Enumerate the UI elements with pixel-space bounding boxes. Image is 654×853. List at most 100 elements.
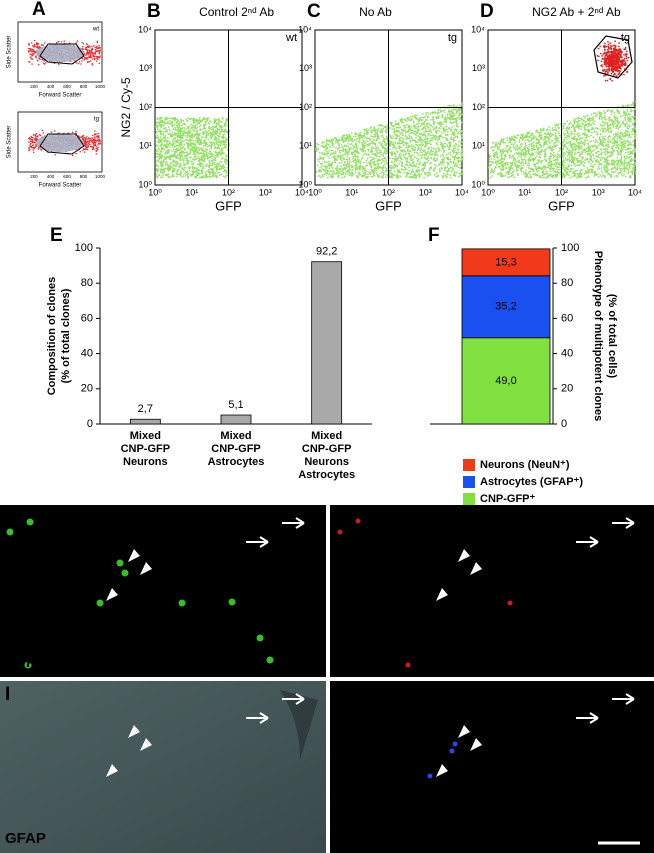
event: [83, 148, 85, 150]
event: [86, 58, 88, 60]
event: [164, 145, 167, 148]
event: [191, 148, 193, 150]
event: [184, 149, 186, 151]
event: [204, 148, 207, 150]
event: [431, 139, 433, 142]
event: [411, 171, 413, 174]
event: [432, 150, 435, 153]
event: [178, 158, 181, 160]
event: [186, 145, 189, 148]
event: [432, 111, 435, 114]
event: [436, 144, 439, 146]
event: [186, 126, 189, 128]
event: [201, 172, 203, 174]
event: [324, 170, 326, 173]
event: [224, 129, 227, 131]
event: [344, 172, 347, 174]
event: [461, 134, 463, 136]
event: [397, 124, 400, 126]
event: [188, 167, 191, 170]
event: [572, 126, 575, 128]
event: [342, 147, 344, 150]
event-core: [36, 44, 84, 62]
event: [410, 150, 412, 153]
event: [346, 152, 348, 154]
event: [85, 137, 87, 140]
event: [43, 60, 45, 62]
event: [196, 129, 198, 131]
event: [561, 162, 564, 165]
event: [156, 118, 158, 120]
event: [378, 166, 381, 168]
event: [167, 173, 170, 176]
event: [190, 126, 193, 129]
event: [607, 141, 610, 143]
sample-tag: wt: [92, 27, 99, 33]
event: [396, 173, 398, 175]
event: [413, 130, 416, 133]
event: [367, 173, 369, 176]
event: [216, 125, 218, 127]
event: [369, 164, 372, 166]
micrograph-g: [0, 505, 326, 677]
event: [450, 136, 452, 139]
event: [207, 122, 210, 124]
event: [165, 144, 167, 147]
event: [184, 157, 186, 160]
event: [87, 61, 89, 64]
event: [342, 140, 344, 142]
event: [623, 159, 626, 162]
event: [375, 139, 378, 141]
event: [161, 156, 163, 158]
event: [163, 159, 165, 161]
event: [372, 129, 374, 132]
event: [91, 48, 94, 51]
event: [610, 160, 613, 162]
event: [220, 173, 223, 176]
event: [162, 169, 165, 171]
event: [166, 117, 169, 120]
event: [396, 151, 399, 153]
event: [214, 150, 217, 153]
event: [196, 174, 199, 177]
event: [196, 150, 198, 153]
event: [213, 126, 216, 128]
event: [194, 126, 196, 128]
event: [451, 117, 454, 119]
event: [419, 141, 422, 143]
event: [348, 133, 351, 136]
event: [410, 176, 412, 178]
event: [365, 137, 368, 139]
event: [397, 164, 399, 167]
event: [544, 155, 546, 158]
event: [328, 143, 330, 146]
event: [338, 143, 340, 145]
event: [349, 143, 352, 146]
event: [389, 141, 392, 143]
event: [450, 176, 452, 179]
event: [460, 153, 462, 155]
event: [400, 149, 403, 152]
event: [164, 140, 167, 142]
event: [414, 151, 416, 154]
event: [211, 172, 214, 174]
event: [186, 142, 188, 144]
event: [80, 136, 82, 138]
event: [91, 63, 93, 65]
event: [348, 166, 351, 168]
event: [332, 145, 335, 148]
event: [197, 152, 199, 154]
event: [315, 150, 318, 152]
event: [547, 164, 550, 167]
event: [329, 140, 331, 142]
event: [598, 112, 601, 114]
event: [323, 154, 326, 156]
event: [180, 141, 183, 144]
event: [401, 161, 403, 164]
event: [383, 160, 386, 163]
event: [217, 146, 219, 149]
event: [390, 161, 393, 163]
event: [453, 114, 456, 117]
event: [31, 142, 33, 144]
event: [436, 157, 439, 160]
